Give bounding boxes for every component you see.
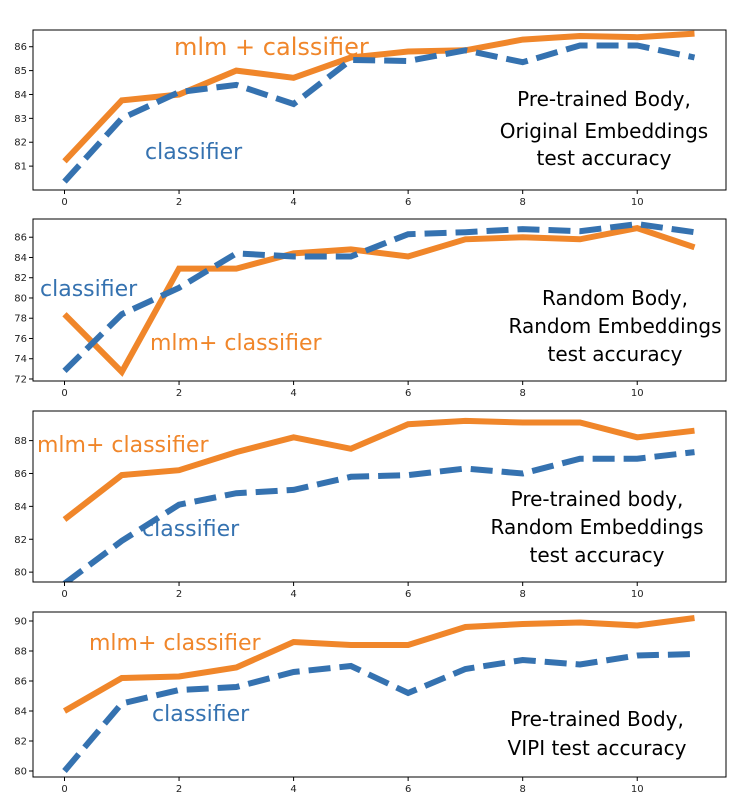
x-tick-label: 10: [631, 197, 644, 208]
annotation-mlm: mlm+ classifier: [150, 331, 323, 356]
y-tick-label: 86: [14, 233, 27, 244]
x-tick-label: 4: [290, 388, 296, 399]
x-tick-label: 0: [61, 589, 67, 600]
x-tick-label: 2: [176, 589, 182, 600]
series-line-classifier: [62, 42, 696, 184]
y-tick-label: 80: [14, 767, 27, 778]
y-tick-label: 86: [14, 469, 27, 480]
y-tick-label: 88: [14, 436, 27, 447]
chart-title-line: Pre-trained body,: [511, 487, 684, 511]
y-tick-label: 84: [14, 707, 27, 718]
x-tick-label: 0: [61, 197, 67, 208]
x-tick-label: 8: [519, 388, 525, 399]
x-tick-label: 6: [405, 388, 411, 399]
annotation-classifier: classifier: [145, 140, 243, 165]
x-tick-label: 6: [405, 784, 411, 795]
plot-frame: [32, 611, 727, 778]
x-tick-label: 8: [519, 784, 525, 795]
series-line-classifier: [62, 651, 695, 773]
y-tick-label: 82: [14, 138, 27, 149]
y-tick-label: 86: [14, 42, 27, 53]
chart-title-line: Random Embeddings: [490, 515, 703, 539]
plot-frame: [32, 410, 727, 583]
chart-title-line: Pre-trained Body,: [517, 87, 691, 111]
y-tick-label: 74: [14, 354, 27, 365]
y-tick-label: 90: [14, 617, 27, 628]
x-tick-label: 0: [61, 784, 67, 795]
chart-title-line: VIPI test accuracy: [508, 736, 687, 760]
y-tick-label: 88: [14, 647, 27, 658]
x-tick-label: 10: [631, 589, 644, 600]
series-line-classifier: [62, 449, 695, 582]
plot-frame: [32, 218, 727, 382]
y-tick-label: 82: [14, 737, 27, 748]
annotation-mlm: mlm+ classifier: [37, 433, 210, 458]
y-tick-label: 80: [14, 293, 27, 304]
x-tick-label: 6: [405, 589, 411, 600]
y-tick-label: 82: [14, 535, 27, 546]
chart-title-line: test accuracy: [548, 342, 683, 366]
x-tick-label: 10: [631, 784, 644, 795]
chart-title-line: Original Embeddings: [500, 119, 708, 143]
y-tick-label: 84: [14, 502, 27, 513]
series-line-mlm: [62, 225, 696, 377]
chart-panel-2: 72 74 76 78 80 82 84 86 0 2 4 6 8 10 mlm+ classifier cl…: [14, 218, 727, 399]
chart-panel-1: 81 82 83 84 85 86 0 2 4 6 8 10 mlm + calssifier class…: [14, 29, 727, 208]
series-line-mlm: [62, 417, 695, 522]
x-tick-label: 8: [519, 589, 525, 600]
y-tick-label: 83: [14, 114, 27, 125]
y-tick-label: 85: [14, 66, 27, 77]
y-tick-label: 84: [14, 90, 27, 101]
chart-title-line: test accuracy: [537, 146, 672, 170]
x-tick-label: 6: [405, 197, 411, 208]
x-tick-label: 4: [290, 784, 296, 795]
chart-title-line: Random Embeddings: [508, 314, 721, 338]
y-tick-label: 84: [14, 253, 27, 264]
y-tick-label: 86: [14, 677, 27, 688]
annotation-mlm: mlm+ classifier: [89, 631, 262, 656]
x-tick-label: 10: [631, 388, 644, 399]
chart-panel-3: 80 82 84 86 88 0 2 4 6 8 10 mlm+ classifier classifi…: [14, 410, 727, 600]
x-tick-label: 4: [290, 589, 296, 600]
y-tick-label: 80: [14, 568, 27, 579]
annotation-classifier: classifier: [40, 277, 138, 302]
series-line-mlm: [63, 615, 695, 714]
x-tick-label: 2: [176, 388, 182, 399]
y-tick-label: 72: [14, 374, 27, 385]
chart-title-line: test accuracy: [530, 543, 665, 567]
annotation-classifier: classifier: [152, 702, 250, 727]
x-tick-label: 4: [290, 197, 296, 208]
chart-title-line: Random Body,: [542, 286, 688, 310]
x-tick-label: 8: [519, 197, 525, 208]
annotation-mlm: mlm + calssifier: [174, 33, 369, 61]
y-tick-label: 82: [14, 273, 27, 284]
x-tick-label: 2: [176, 197, 182, 208]
series-line-classifier: [62, 221, 695, 374]
y-tick-label: 78: [14, 314, 27, 325]
chart-title-line: Pre-trained Body,: [510, 707, 684, 731]
y-tick-label: 81: [14, 162, 27, 173]
y-tick-label: 76: [14, 334, 27, 345]
annotation-classifier: classifier: [142, 517, 240, 542]
chart-panel-4: 80 82 84 86 88 90 0 2 4 6 8 10 mlm+ classifier classi…: [14, 611, 727, 795]
x-tick-label: 2: [176, 784, 182, 795]
plot-frame: [32, 29, 727, 191]
x-tick-label: 0: [61, 388, 67, 399]
